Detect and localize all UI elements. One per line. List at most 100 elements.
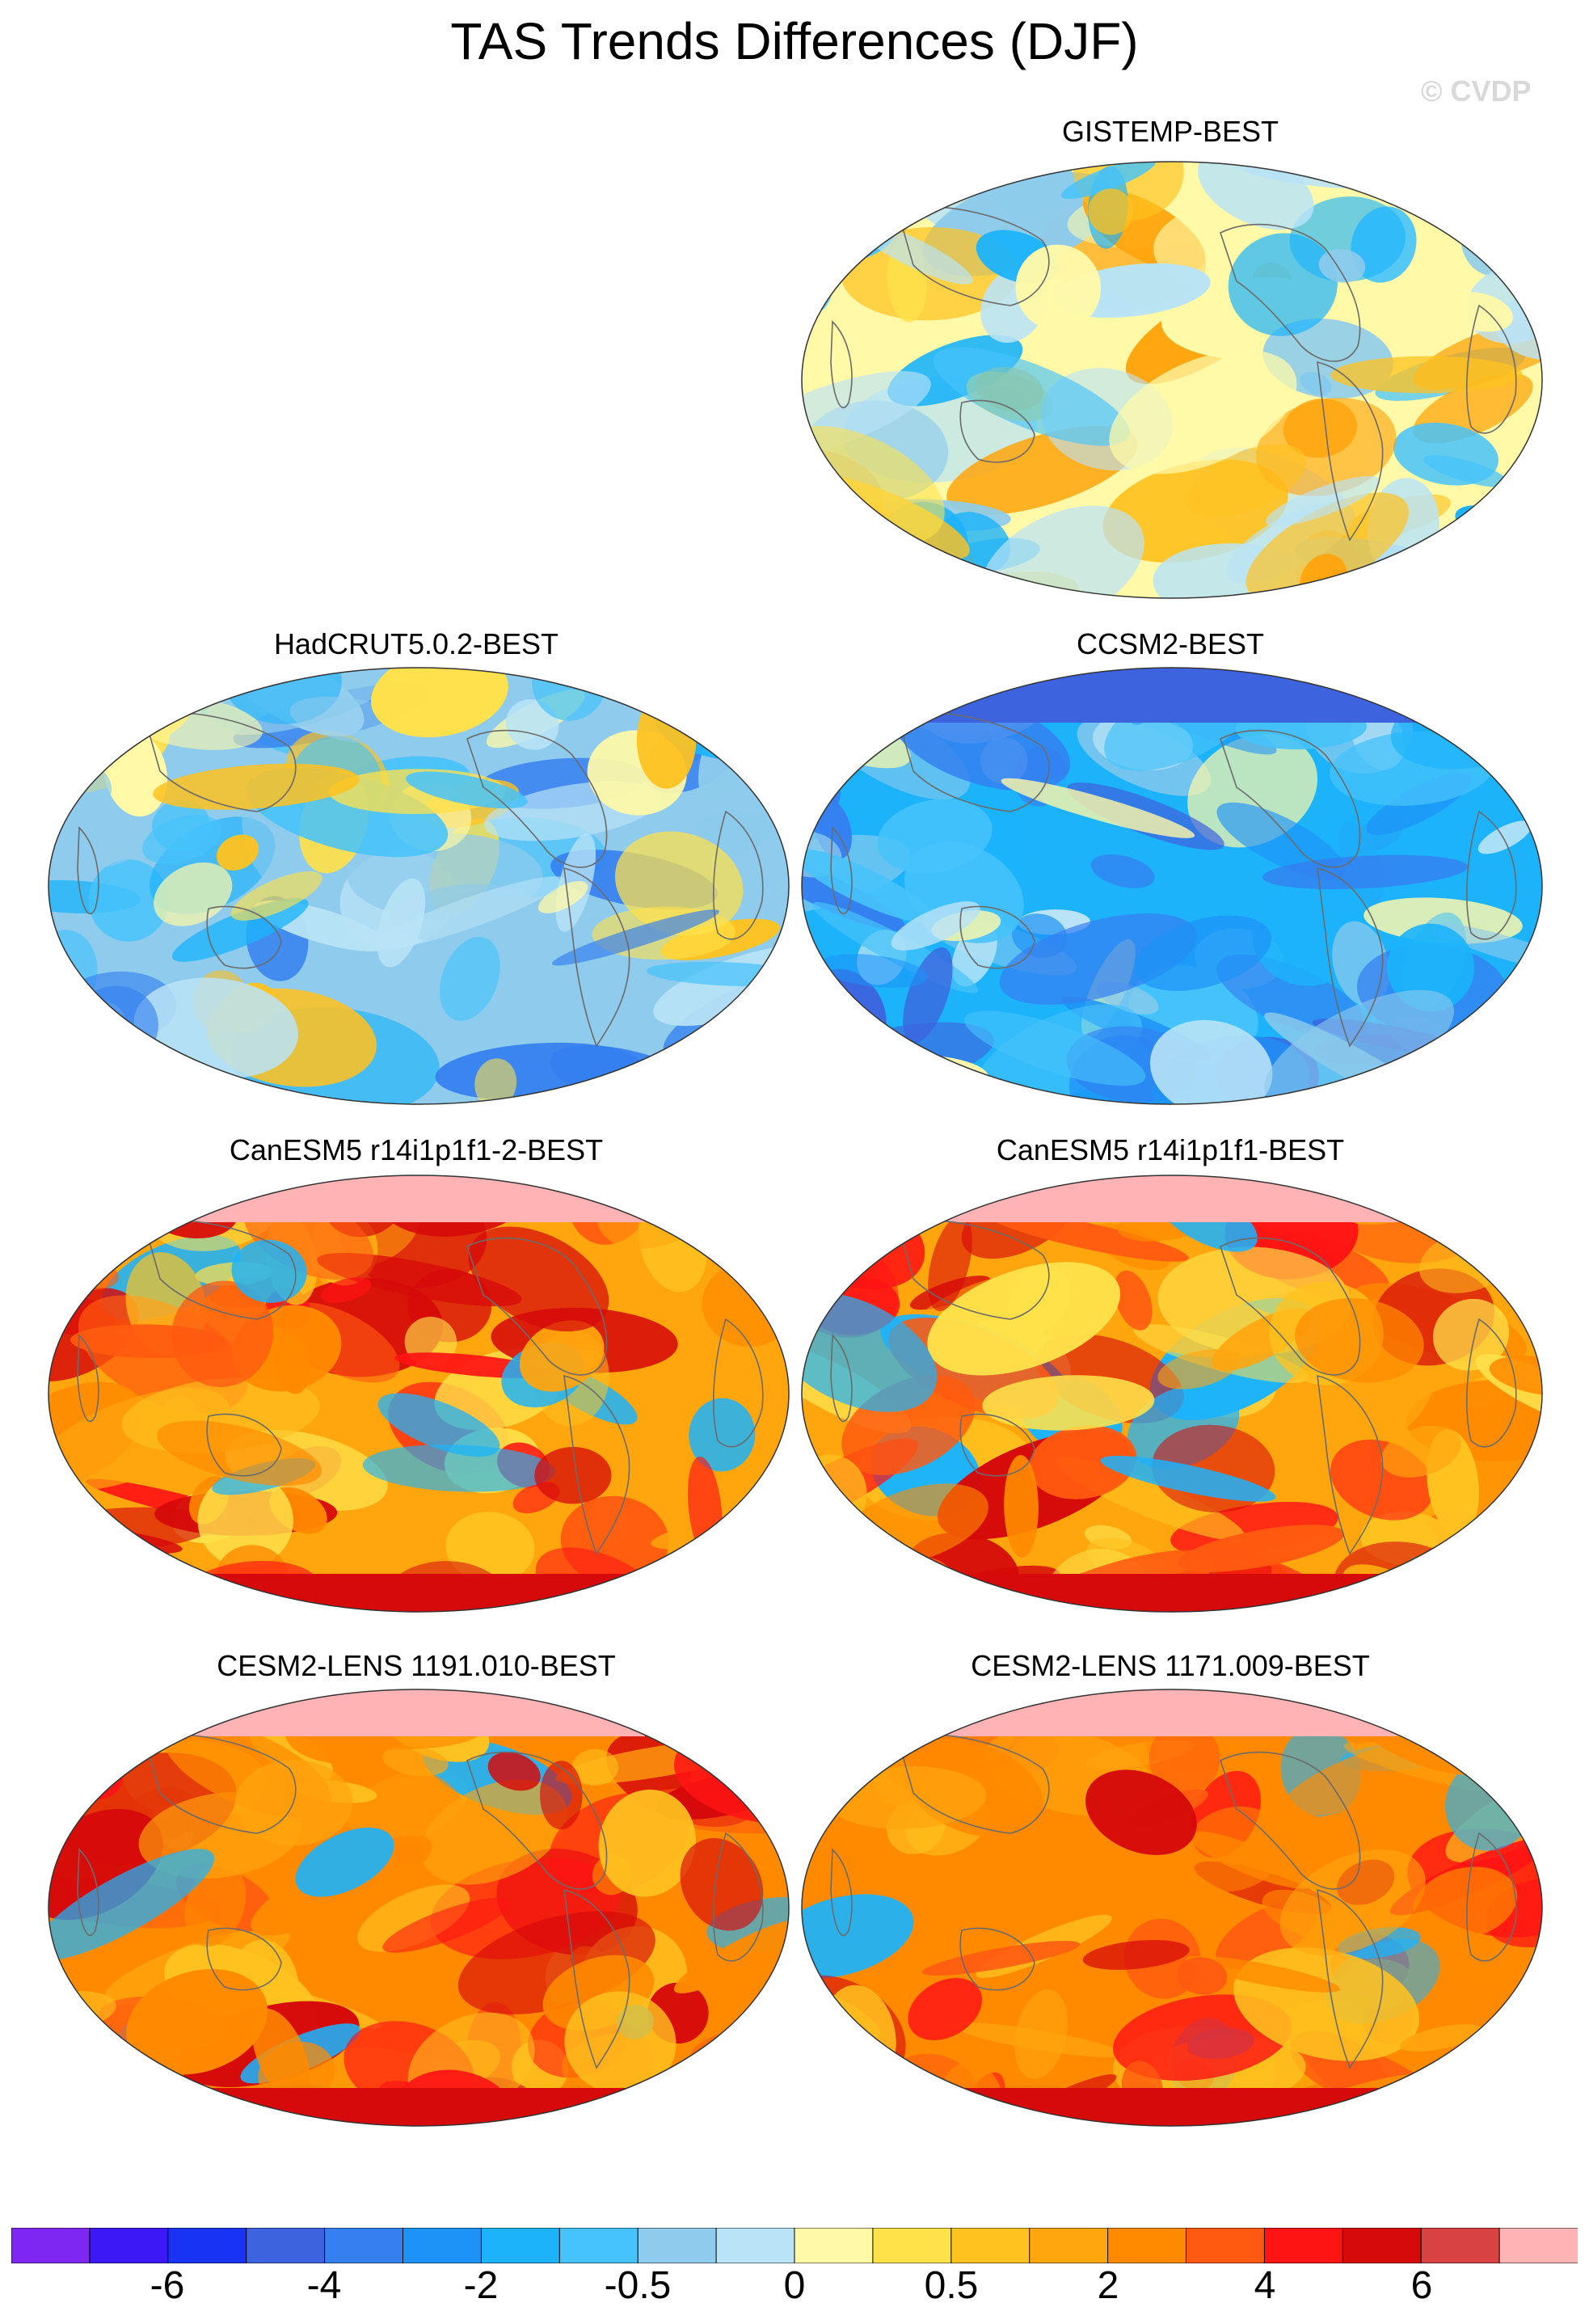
map-field-blob (802, 668, 888, 733)
colorbar-swatch (1498, 2228, 1578, 2263)
map-outline (801, 1175, 1543, 1613)
map-field-blob (48, 1557, 171, 1612)
map-field-blob (356, 1884, 470, 1952)
panel-title-cesm2-1191: CESM2-LENS 1191.010-BEST (217, 1649, 616, 1682)
map-field-blob (1380, 1425, 1461, 1478)
map-field-blob (729, 1196, 789, 1278)
coastline (1220, 1751, 1361, 1890)
map-field-blob (1088, 188, 1134, 235)
map-field-blob (1387, 923, 1474, 1012)
coastline (959, 1413, 1035, 1477)
map-field-blob (48, 668, 112, 716)
map-field-blob (1001, 778, 1195, 838)
map-field-blob (1029, 1425, 1137, 1499)
figure-title: TAS Trends Differences (DJF) (450, 12, 1139, 70)
map-field-blob (1149, 1722, 1220, 1795)
map-field-blob (751, 2103, 789, 2126)
map-panel-canesm5-r14 (801, 1175, 1543, 1613)
map-field-blob (802, 1689, 932, 1736)
map-field-blob (1176, 1957, 1228, 1995)
map-panel-hadcrut (48, 667, 790, 1105)
colorbar-tick-label: 0.5 (924, 2264, 979, 2307)
map-field-blob (1186, 444, 1307, 518)
map-field-blob (171, 1280, 274, 1387)
map-field-blob (802, 1233, 842, 1310)
map-field-blob (171, 897, 309, 962)
map-field-blob (468, 1226, 609, 1332)
colorbar-swatch (950, 2228, 1031, 2263)
coastline (1466, 810, 1517, 940)
map-field-blob (877, 799, 993, 874)
coastline (959, 1927, 1035, 1991)
map-field-blob (1216, 802, 1346, 880)
map-field-blob (1265, 475, 1381, 527)
map-panel-gistemp (801, 161, 1543, 599)
map-field-blob (1433, 1570, 1530, 1612)
map-field-blob (154, 863, 233, 926)
map-field-blob (216, 834, 259, 871)
colorbar-swatch (324, 2228, 404, 2263)
panel-title-cesm2-1171: CESM2-LENS 1171.009-BEST (971, 1649, 1370, 1682)
map-field-blob (88, 859, 169, 942)
coastline (77, 826, 99, 915)
map-field-blob (888, 544, 924, 584)
map-panel-cesm2-1191 (48, 1689, 790, 2127)
coastline (896, 1733, 1050, 1834)
map-field-blob (295, 1827, 394, 1897)
panel-title-gistemp: GISTEMP-BEST (1061, 115, 1279, 148)
map-field-blob (802, 371, 931, 461)
colorbar-tick-label: 4 (1254, 2264, 1276, 2307)
colorbar-swatch (794, 2228, 874, 2263)
map-panel-ccsm2 (801, 667, 1543, 1105)
colorbar-tick-label: 2 (1097, 2264, 1119, 2307)
map-field-blob (903, 947, 953, 1044)
map-field-blob (377, 878, 426, 968)
coastline (896, 711, 1050, 812)
map-field-blob (406, 771, 528, 809)
coastline (1317, 361, 1384, 542)
coastline (959, 905, 1035, 969)
map-field-blob (908, 1978, 983, 2040)
map-field-blob (1481, 1565, 1515, 1612)
copyright-watermark: © CVDP (1421, 74, 1532, 108)
map-field-blob (1330, 356, 1523, 394)
map-field-blob (680, 1838, 764, 1931)
map-field-blob (1262, 854, 1469, 889)
map-field-blob (1060, 162, 1157, 200)
map-panel-cesm2-1171 (801, 1689, 1543, 2127)
map-field-blob (1109, 350, 1297, 475)
map-field-blob (1015, 244, 1102, 331)
map-field-blob (1432, 1298, 1510, 1371)
coastline (830, 826, 853, 915)
colorbar-swatch (1029, 2228, 1109, 2263)
map-field-blob (1216, 954, 1366, 1039)
arctic-region (192, 1175, 645, 1222)
map-field-blob (1318, 249, 1366, 283)
coastline (206, 1927, 282, 1991)
colorbar-swatch (167, 2228, 247, 2263)
colorbar-swatch (872, 2228, 952, 2263)
coastline (896, 1219, 1050, 1320)
map-field-blob (1100, 1455, 1276, 1502)
coastline (1317, 1374, 1384, 1555)
map-panel-canesm5-r14-2 (48, 1175, 790, 1613)
map-field-blob (921, 1940, 1081, 1976)
map-field-blob (1437, 553, 1542, 598)
map-field-blob (519, 1320, 605, 1392)
map-field-blob (1413, 1866, 1518, 1940)
map-field-blob (589, 1073, 725, 1095)
map-field-blob (48, 808, 149, 871)
map-field-blob (1157, 1349, 1239, 1390)
map-field-blob (802, 849, 934, 923)
map-field-blob (928, 1215, 972, 1312)
coastline (466, 1237, 608, 1376)
map-field-blob (168, 2100, 213, 2126)
map-field-blob (382, 1897, 511, 1953)
colorbar-swatch (1186, 2228, 1266, 2263)
arctic-region (192, 1689, 645, 1736)
map-field-blob (963, 1010, 1146, 1086)
colorbar-swatch (89, 2228, 169, 2263)
map-field-blob (598, 1789, 696, 1897)
map-outline (48, 1689, 790, 2127)
map-field-blob (157, 1420, 322, 1487)
